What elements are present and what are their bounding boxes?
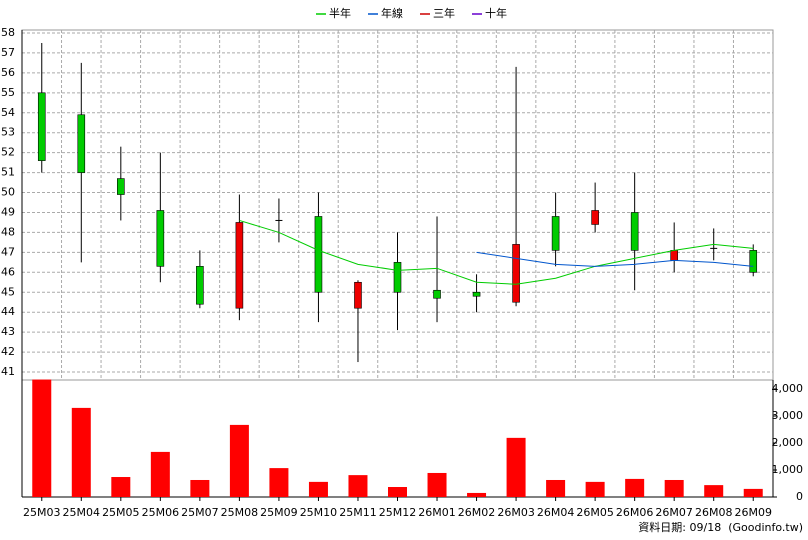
candle-body (551, 216, 560, 251)
y-tick-label: 44 (1, 305, 15, 318)
y-tick-label: 56 (1, 66, 15, 79)
volume-bar (427, 472, 447, 497)
volume-bar (704, 485, 724, 497)
candle-body (77, 114, 86, 173)
candle-body (591, 210, 599, 225)
volume-bar (348, 475, 368, 497)
volume-bar (150, 451, 170, 497)
y2-tick-label: 2,000 (772, 436, 804, 449)
legend-label: 十年 (485, 6, 507, 20)
y-tick-label: 50 (1, 186, 15, 199)
candle-body (393, 262, 402, 293)
candle-body (749, 250, 758, 273)
x-tick-label: 26M01 (418, 506, 456, 519)
y-tick-label: 53 (1, 126, 15, 139)
y-tick-label: 58 (1, 26, 15, 39)
candle-body (630, 212, 639, 251)
candle-body (314, 216, 323, 293)
volume-bar (308, 481, 328, 497)
legend-label: 三年 (433, 6, 455, 20)
source-note: 資料日期: 09/18 (Goodinfo.tw) (638, 520, 803, 534)
volume-bar (664, 479, 684, 497)
y-tick-label: 45 (1, 285, 15, 298)
x-tick-label: 25M09 (260, 506, 298, 519)
candle-body (512, 244, 520, 303)
x-tick-label: 26M03 (497, 506, 535, 519)
candle-body (472, 291, 481, 297)
ma-line (476, 251, 754, 267)
x-tick-label: 25M11 (339, 506, 377, 519)
volume-bar (625, 478, 645, 497)
volume-bar (190, 479, 210, 497)
candle-body (235, 222, 244, 309)
candle-body (354, 281, 362, 309)
y-tick-label: 47 (1, 245, 15, 258)
candle-body (196, 266, 204, 305)
x-tick-label: 25M04 (63, 506, 101, 519)
y2-tick-label: 1,000 (772, 463, 804, 476)
candle-body (670, 250, 678, 261)
candle-body (433, 289, 441, 299)
x-tick-label: 25M05 (102, 506, 140, 519)
volume-bar (229, 424, 249, 497)
candle-body (37, 92, 46, 161)
x-tick-label: 25M10 (300, 506, 338, 519)
volume-bar (71, 407, 91, 497)
y-tick-label: 54 (1, 106, 15, 119)
x-tick-label: 25M08 (221, 506, 259, 519)
y-tick-label: 52 (1, 146, 15, 159)
y-tick-label: 42 (1, 345, 15, 358)
x-tick-label: 26M06 (616, 506, 654, 519)
x-tick-label: 26M05 (576, 506, 614, 519)
volume-bar (111, 477, 131, 497)
x-tick-label: 26M07 (655, 506, 693, 519)
ma-line (239, 219, 754, 285)
x-tick-label: 26M04 (537, 506, 575, 519)
x-tick-label: 25M12 (379, 506, 417, 519)
volume-bar (388, 487, 407, 497)
y-tick-label: 48 (1, 225, 15, 238)
y-tick-label: 49 (1, 205, 15, 218)
volume-bar (269, 468, 289, 497)
x-tick-label: 26M02 (458, 506, 496, 519)
volume-bar (32, 379, 52, 497)
candle-body (117, 178, 125, 195)
legend-label: 半年 (329, 6, 351, 20)
y2-tick-label: 4,000 (772, 382, 804, 395)
x-tick-label: 25M06 (142, 506, 180, 519)
candle-body (156, 210, 165, 267)
volume-bar (585, 481, 605, 497)
x-tick-label: 26M08 (695, 506, 733, 519)
y-tick-label: 55 (1, 86, 15, 99)
y2-tick-label: 0 (796, 490, 803, 503)
y-tick-label: 57 (1, 46, 15, 59)
y-tick-label: 46 (1, 265, 15, 278)
y-tick-label: 41 (1, 365, 15, 378)
volume-bar (506, 437, 526, 497)
y-tick-label: 43 (1, 325, 15, 338)
x-tick-label: 25M03 (23, 506, 61, 519)
y2-tick-label: 3,000 (772, 409, 804, 422)
legend-label: 年線 (381, 6, 403, 20)
volume-bar (467, 492, 487, 497)
x-tick-label: 26M09 (734, 506, 772, 519)
x-tick-label: 25M07 (181, 506, 219, 519)
y-tick-label: 51 (1, 166, 15, 179)
volume-bar (546, 479, 566, 497)
volume-bar (743, 488, 763, 497)
